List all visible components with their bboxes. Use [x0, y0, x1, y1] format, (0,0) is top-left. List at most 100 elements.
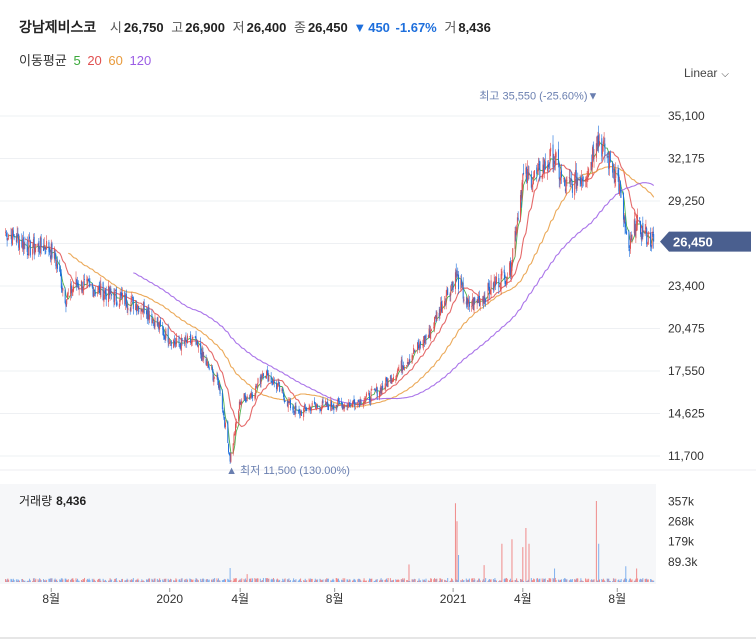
candle-body [184, 336, 186, 345]
candle-body [235, 423, 237, 435]
candle-body [633, 219, 635, 234]
volume-bar [341, 579, 343, 582]
candle-body [591, 162, 593, 165]
volume-bar [402, 578, 404, 582]
volume-bar [32, 581, 34, 582]
volume-bar [51, 578, 53, 582]
volume-bar [66, 579, 68, 582]
volume-bar [114, 578, 116, 582]
candle-body [162, 326, 164, 330]
candle-body [516, 217, 518, 225]
volume-bar [530, 578, 532, 582]
candle-body [550, 147, 552, 152]
candle-body [245, 400, 247, 401]
candle-body [576, 180, 578, 189]
candle-body [541, 176, 543, 179]
volume-bar [571, 580, 573, 582]
volume-bar [108, 580, 110, 582]
candle-body [375, 389, 377, 392]
candle-body [375, 386, 377, 391]
candle-body [603, 140, 605, 142]
volume-bar [528, 543, 530, 582]
date-tick-label: 4월 [514, 592, 532, 606]
candle-body [341, 402, 343, 405]
volume-bar [544, 578, 546, 582]
volume-bar [276, 579, 278, 582]
candle-body [181, 338, 183, 341]
candle-body [526, 168, 528, 184]
candle-body [423, 336, 425, 346]
candle-body [207, 362, 209, 364]
candle-body [498, 278, 500, 288]
volume-bar [115, 578, 117, 582]
candle-body [614, 179, 616, 183]
candle-body [299, 411, 301, 416]
volume-bar [467, 579, 469, 582]
candle-body [609, 152, 611, 168]
volume-bar [590, 579, 592, 582]
volume-bar [409, 580, 411, 582]
volume-bar [445, 580, 447, 582]
candle-body [78, 288, 80, 290]
candle-body [563, 178, 565, 179]
moving-average-legend[interactable]: 이동평균 5 20 60 120 [19, 50, 151, 69]
volume-bar [147, 579, 149, 582]
volume-bar [532, 580, 534, 582]
volume-bar [618, 579, 620, 582]
candle-body [512, 248, 514, 261]
candle-body [23, 242, 25, 249]
volume-bar [598, 543, 600, 582]
volume-bar [125, 580, 127, 582]
candle-body [53, 248, 55, 259]
candle-body [240, 402, 242, 405]
volume-bar [289, 581, 291, 582]
ma-20-line [24, 151, 654, 428]
candle-body [598, 141, 600, 146]
volume-bar [499, 580, 501, 582]
candle-body [510, 269, 512, 277]
candle-body [35, 246, 37, 248]
volume-bar [224, 578, 226, 582]
volume-bar [130, 580, 132, 582]
candle-body [640, 221, 642, 235]
volume-bar [494, 578, 496, 582]
candle-body [429, 330, 431, 338]
candle-body [547, 164, 549, 172]
candle-body [157, 322, 159, 325]
volume-bar [406, 580, 408, 582]
candle-body [449, 294, 451, 296]
candle-body [392, 377, 394, 382]
candle-body [634, 220, 636, 236]
volume-bar [338, 578, 340, 582]
volume-bar [190, 579, 192, 582]
candle-body [430, 330, 432, 339]
candle-body [564, 177, 566, 186]
candle-body [358, 400, 360, 402]
candle-body [624, 216, 626, 228]
volume-bar [278, 580, 280, 582]
volume-bar [26, 580, 28, 582]
volume-bar [56, 581, 58, 582]
volume-bar [371, 578, 373, 582]
volume-bar [554, 577, 556, 582]
scale-selector[interactable]: Linear ⌵ [684, 66, 729, 80]
candle-body [223, 411, 225, 419]
volume-bar [439, 578, 441, 582]
volume-bar [603, 579, 605, 582]
volume-bar [509, 578, 511, 582]
candle-body [273, 380, 275, 384]
volume-bar [398, 579, 400, 582]
volume-bar [549, 578, 551, 582]
scale-label: Linear [684, 66, 718, 80]
volume-bar [363, 578, 365, 582]
volume-bar [559, 579, 561, 582]
candle-body [460, 280, 462, 290]
candle-body [305, 407, 307, 412]
candle-body [354, 402, 356, 407]
volume-bar [471, 578, 473, 582]
candle-body [22, 239, 24, 249]
volume-bar [548, 578, 550, 582]
candle-body [200, 342, 202, 355]
candle-body [335, 406, 337, 410]
